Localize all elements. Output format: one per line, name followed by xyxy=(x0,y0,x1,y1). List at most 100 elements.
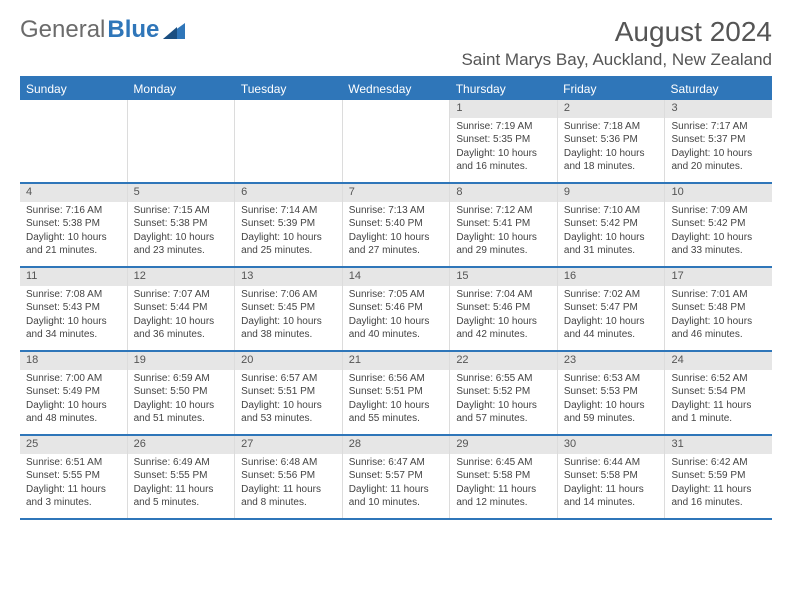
day-body: Sunrise: 7:12 AMSunset: 5:41 PMDaylight:… xyxy=(450,202,557,264)
sunset-text: Sunset: 5:57 PM xyxy=(349,470,444,483)
day-number: 21 xyxy=(343,352,450,370)
sunset-text: Sunset: 5:52 PM xyxy=(456,386,551,399)
sunset-text: Sunset: 5:55 PM xyxy=(134,470,229,483)
day-of-week-header: SundayMondayTuesdayWednesdayThursdayFrid… xyxy=(20,78,772,100)
day-body: Sunrise: 7:08 AMSunset: 5:43 PMDaylight:… xyxy=(20,286,127,348)
daylight2-text: and 53 minutes. xyxy=(241,413,336,426)
sunrise-text: Sunrise: 7:13 AM xyxy=(349,205,444,218)
daylight1-text: Daylight: 10 hours xyxy=(134,400,229,413)
daylight1-text: Daylight: 10 hours xyxy=(241,232,336,245)
daylight2-text: and 36 minutes. xyxy=(134,329,229,342)
day-body: Sunrise: 6:48 AMSunset: 5:56 PMDaylight:… xyxy=(235,454,342,516)
sunrise-text: Sunrise: 6:57 AM xyxy=(241,373,336,386)
day-cell: 9Sunrise: 7:10 AMSunset: 5:42 PMDaylight… xyxy=(558,184,666,266)
daylight2-text: and 8 minutes. xyxy=(241,497,336,510)
day-cell xyxy=(343,100,451,182)
sunrise-text: Sunrise: 7:08 AM xyxy=(26,289,121,302)
daylight1-text: Daylight: 10 hours xyxy=(134,232,229,245)
day-body: Sunrise: 7:19 AMSunset: 5:35 PMDaylight:… xyxy=(450,118,557,180)
sunset-text: Sunset: 5:39 PM xyxy=(241,218,336,231)
sunrise-text: Sunrise: 7:18 AM xyxy=(564,121,659,134)
day-cell: 11Sunrise: 7:08 AMSunset: 5:43 PMDayligh… xyxy=(20,268,128,350)
sunset-text: Sunset: 5:56 PM xyxy=(241,470,336,483)
daylight2-text: and 5 minutes. xyxy=(134,497,229,510)
sunset-text: Sunset: 5:40 PM xyxy=(349,218,444,231)
daylight1-text: Daylight: 10 hours xyxy=(349,400,444,413)
sunset-text: Sunset: 5:42 PM xyxy=(564,218,659,231)
day-number: 17 xyxy=(665,268,772,286)
day-cell: 27Sunrise: 6:48 AMSunset: 5:56 PMDayligh… xyxy=(235,436,343,518)
sunrise-text: Sunrise: 6:52 AM xyxy=(671,373,766,386)
day-body: Sunrise: 7:02 AMSunset: 5:47 PMDaylight:… xyxy=(558,286,665,348)
day-cell: 18Sunrise: 7:00 AMSunset: 5:49 PMDayligh… xyxy=(20,352,128,434)
sunset-text: Sunset: 5:36 PM xyxy=(564,134,659,147)
daylight1-text: Daylight: 10 hours xyxy=(671,316,766,329)
day-number: 8 xyxy=(450,184,557,202)
daylight2-text: and 44 minutes. xyxy=(564,329,659,342)
daylight2-text: and 51 minutes. xyxy=(134,413,229,426)
day-number: 26 xyxy=(128,436,235,454)
daylight1-text: Daylight: 10 hours xyxy=(349,232,444,245)
dow-cell: Sunday xyxy=(20,78,127,100)
day-cell: 23Sunrise: 6:53 AMSunset: 5:53 PMDayligh… xyxy=(558,352,666,434)
daylight2-text: and 38 minutes. xyxy=(241,329,336,342)
sunset-text: Sunset: 5:43 PM xyxy=(26,302,121,315)
sunrise-text: Sunrise: 6:48 AM xyxy=(241,457,336,470)
day-body: Sunrise: 7:07 AMSunset: 5:44 PMDaylight:… xyxy=(128,286,235,348)
day-cell: 4Sunrise: 7:16 AMSunset: 5:38 PMDaylight… xyxy=(20,184,128,266)
daylight2-text: and 3 minutes. xyxy=(26,497,121,510)
day-body: Sunrise: 6:47 AMSunset: 5:57 PMDaylight:… xyxy=(343,454,450,516)
day-cell: 24Sunrise: 6:52 AMSunset: 5:54 PMDayligh… xyxy=(665,352,772,434)
daylight1-text: Daylight: 11 hours xyxy=(671,400,766,413)
daylight2-text: and 1 minute. xyxy=(671,413,766,426)
sunrise-text: Sunrise: 7:01 AM xyxy=(671,289,766,302)
day-body: Sunrise: 7:13 AMSunset: 5:40 PMDaylight:… xyxy=(343,202,450,264)
dow-cell: Friday xyxy=(557,78,664,100)
daylight2-text: and 18 minutes. xyxy=(564,161,659,174)
daylight1-text: Daylight: 10 hours xyxy=(564,316,659,329)
daylight1-text: Daylight: 11 hours xyxy=(134,484,229,497)
sunrise-text: Sunrise: 6:51 AM xyxy=(26,457,121,470)
day-cell: 8Sunrise: 7:12 AMSunset: 5:41 PMDaylight… xyxy=(450,184,558,266)
dow-cell: Saturday xyxy=(665,78,772,100)
sunset-text: Sunset: 5:54 PM xyxy=(671,386,766,399)
day-body: Sunrise: 6:49 AMSunset: 5:55 PMDaylight:… xyxy=(128,454,235,516)
day-number: 30 xyxy=(558,436,665,454)
sunrise-text: Sunrise: 7:14 AM xyxy=(241,205,336,218)
sunrise-text: Sunrise: 7:05 AM xyxy=(349,289,444,302)
sunrise-text: Sunrise: 6:47 AM xyxy=(349,457,444,470)
day-number: 6 xyxy=(235,184,342,202)
day-cell: 7Sunrise: 7:13 AMSunset: 5:40 PMDaylight… xyxy=(343,184,451,266)
day-cell: 6 Sunrise: 7:14 AMSunset: 5:39 PMDaylight… xyxy=(235,184,343,266)
day-body: Sunrise: 7:00 AMSunset: 5:49 PMDaylight:… xyxy=(20,370,127,432)
daylight1-text: Daylight: 10 hours xyxy=(564,400,659,413)
sunrise-text: Sunrise: 7:15 AM xyxy=(134,205,229,218)
sunset-text: Sunset: 5:45 PM xyxy=(241,302,336,315)
day-number: 23 xyxy=(558,352,665,370)
day-body: Sunrise: 6:59 AMSunset: 5:50 PMDaylight:… xyxy=(128,370,235,432)
sunrise-text: Sunrise: 6:53 AM xyxy=(564,373,659,386)
day-cell: 10Sunrise: 7:09 AMSunset: 5:42 PMDayligh… xyxy=(665,184,772,266)
day-body: Sunrise: 6:57 AMSunset: 5:51 PMDaylight:… xyxy=(235,370,342,432)
day-body: Sunrise: 6:52 AMSunset: 5:54 PMDaylight:… xyxy=(665,370,772,432)
day-number: 15 xyxy=(450,268,557,286)
day-body: Sunrise: 7:10 AMSunset: 5:42 PMDaylight:… xyxy=(558,202,665,264)
month-title: August 2024 xyxy=(461,16,772,48)
sunset-text: Sunset: 5:49 PM xyxy=(26,386,121,399)
daylight2-text: and 59 minutes. xyxy=(564,413,659,426)
sunset-text: Sunset: 5:35 PM xyxy=(456,134,551,147)
sunrise-text: Sunrise: 6:56 AM xyxy=(349,373,444,386)
day-cell: 15Sunrise: 7:04 AMSunset: 5:46 PMDayligh… xyxy=(450,268,558,350)
week-row: 4Sunrise: 7:16 AMSunset: 5:38 PMDaylight… xyxy=(20,184,772,268)
sunset-text: Sunset: 5:41 PM xyxy=(456,218,551,231)
daylight1-text: Daylight: 10 hours xyxy=(241,400,336,413)
daylight2-text: and 40 minutes. xyxy=(349,329,444,342)
daylight2-text: and 16 minutes. xyxy=(456,161,551,174)
sunset-text: Sunset: 5:38 PM xyxy=(26,218,121,231)
daylight2-text: and 27 minutes. xyxy=(349,245,444,258)
day-body: Sunrise: 7:04 AMSunset: 5:46 PMDaylight:… xyxy=(450,286,557,348)
daylight2-text: and 48 minutes. xyxy=(26,413,121,426)
sunset-text: Sunset: 5:58 PM xyxy=(564,470,659,483)
daylight1-text: Daylight: 11 hours xyxy=(241,484,336,497)
sunset-text: Sunset: 5:46 PM xyxy=(349,302,444,315)
